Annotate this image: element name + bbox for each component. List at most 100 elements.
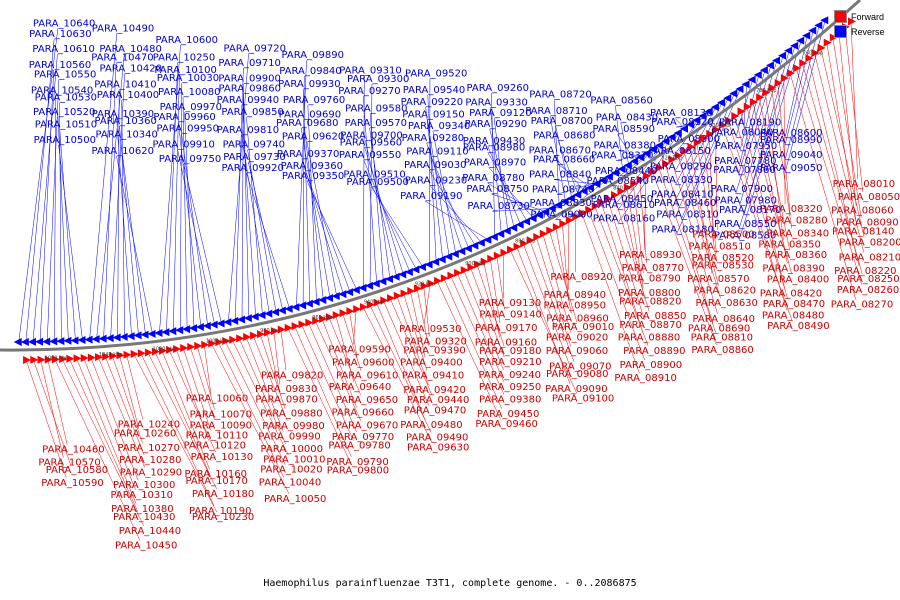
reverse-gene-label[interactable]: PARA_10610 xyxy=(32,44,94,55)
forward-gene-arrow[interactable] xyxy=(565,216,574,225)
reverse-gene-arrow[interactable] xyxy=(496,229,505,238)
forward-gene-label[interactable]: PARA_10190 xyxy=(189,506,251,517)
reverse-gene-label[interactable]: PARA_08600 xyxy=(760,128,822,139)
reverse-gene-arrow[interactable] xyxy=(338,290,347,299)
reverse-gene-label[interactable]: PARA_10360 xyxy=(94,116,156,127)
forward-gene-arrow[interactable] xyxy=(447,271,456,280)
reverse-gene-arrow[interactable] xyxy=(27,337,36,346)
reverse-gene-label[interactable]: PARA_09810 xyxy=(217,125,279,136)
forward-gene-label[interactable]: PARA_08220 xyxy=(834,266,896,277)
forward-gene-arrow[interactable] xyxy=(487,254,496,263)
forward-gene-label[interactable]: PARA_10580 xyxy=(46,465,108,476)
reverse-gene-arrow[interactable] xyxy=(70,336,79,345)
forward-gene-arrow[interactable] xyxy=(467,263,476,272)
forward-gene-label[interactable]: PARA_08140 xyxy=(832,226,894,237)
reverse-gene-label[interactable]: PARA_09360 xyxy=(281,161,343,172)
reverse-gene-arrow[interactable] xyxy=(470,241,479,250)
reverse-gene-arrow[interactable] xyxy=(630,157,639,166)
reverse-gene-label[interactable]: PARA_10500 xyxy=(34,135,96,146)
reverse-gene-label[interactable]: PARA_08330 xyxy=(650,175,712,186)
forward-gene-arrow[interactable] xyxy=(493,251,502,260)
forward-gene-label[interactable]: PARA_10310 xyxy=(111,490,173,501)
forward-gene-arrow[interactable] xyxy=(725,116,734,125)
reverse-gene-arrow[interactable] xyxy=(398,270,407,279)
forward-gene-label[interactable]: PARA_10260 xyxy=(114,429,176,440)
reverse-gene-arrow[interactable] xyxy=(623,161,632,170)
reverse-gene-arrow[interactable] xyxy=(765,61,774,70)
reverse-gene-arrow[interactable] xyxy=(680,124,689,133)
reverse-gene-arrow[interactable] xyxy=(182,325,191,334)
reverse-gene-label[interactable]: PARA_09000 xyxy=(530,210,592,221)
forward-gene-label[interactable]: PARA_08210 xyxy=(839,252,900,263)
reverse-gene-label[interactable]: PARA_08440 xyxy=(595,166,657,177)
forward-gene-label[interactable]: PARA_09490 xyxy=(406,432,468,443)
reverse-gene-arrow[interactable] xyxy=(404,267,413,276)
reverse-gene-arrow[interactable] xyxy=(437,255,446,264)
reverse-gene-label[interactable]: PARA_10540 xyxy=(31,85,93,96)
reverse-gene-label[interactable]: PARA_09260 xyxy=(467,83,529,94)
forward-gene-label[interactable]: PARA_10300 xyxy=(113,480,175,491)
reverse-gene-arrow[interactable] xyxy=(476,238,485,247)
forward-gene-arrow[interactable] xyxy=(817,43,826,52)
reverse-gene-label[interactable]: PARA_08370 xyxy=(591,151,653,162)
forward-gene-label[interactable]: PARA_08320 xyxy=(760,204,822,215)
reverse-gene-label[interactable]: PARA_09520 xyxy=(405,68,467,79)
forward-gene-label[interactable]: PARA_09380 xyxy=(479,394,541,405)
forward-gene-label[interactable]: PARA_08350 xyxy=(758,240,820,251)
forward-gene-arrow[interactable] xyxy=(109,351,118,360)
forward-gene-arrow[interactable] xyxy=(649,167,658,176)
reverse-gene-arrow[interactable] xyxy=(411,265,420,274)
forward-gene-arrow[interactable] xyxy=(440,274,449,283)
reverse-gene-arrow[interactable] xyxy=(617,165,626,174)
forward-gene-label[interactable]: PARA_08910 xyxy=(614,373,676,384)
forward-gene-label[interactable]: PARA_08810 xyxy=(691,332,753,343)
reverse-gene-label[interactable]: PARA_07900 xyxy=(711,184,773,195)
reverse-gene-label[interactable]: PARA_10560 xyxy=(29,60,91,71)
forward-gene-label[interactable]: PARA_10000 xyxy=(261,444,323,455)
reverse-gene-label[interactable]: PARA_08560 xyxy=(590,96,652,107)
reverse-gene-label[interactable]: PARA_08740 xyxy=(532,184,594,195)
forward-gene-arrow[interactable] xyxy=(578,209,587,218)
reverse-gene-arrow[interactable] xyxy=(98,334,107,343)
forward-gene-arrow[interactable] xyxy=(116,351,125,360)
forward-gene-label[interactable]: PARA_08200 xyxy=(839,237,900,248)
forward-gene-arrow[interactable] xyxy=(848,17,857,26)
reverse-gene-label[interactable]: PARA_09510 xyxy=(343,170,405,181)
reverse-gene-arrow[interactable] xyxy=(534,211,543,220)
forward-gene-label[interactable]: PARA_09470 xyxy=(404,405,466,416)
forward-gene-arrow[interactable] xyxy=(243,333,252,342)
forward-gene-label[interactable]: PARA_10040 xyxy=(259,477,321,488)
forward-gene-arrow[interactable] xyxy=(774,78,783,87)
forward-gene-arrow[interactable] xyxy=(400,289,409,298)
reverse-gene-arrow[interactable] xyxy=(371,279,380,288)
forward-gene-arrow[interactable] xyxy=(604,194,613,203)
reverse-gene-arrow[interactable] xyxy=(331,292,340,301)
reverse-gene-label[interactable]: PARA_09720 xyxy=(224,44,286,55)
forward-gene-arrow[interactable] xyxy=(617,187,626,196)
reverse-gene-label[interactable]: PARA_08590 xyxy=(593,124,655,135)
forward-gene-arrow[interactable] xyxy=(208,339,217,348)
forward-gene-arrow[interactable] xyxy=(73,354,82,363)
reverse-gene-arrow[interactable] xyxy=(547,204,556,213)
forward-gene-label[interactable]: PARA_09400 xyxy=(400,358,462,369)
forward-gene-arrow[interactable] xyxy=(552,223,561,232)
forward-gene-arrow[interactable] xyxy=(712,125,721,134)
reverse-gene-label[interactable]: PARA_09500 xyxy=(346,177,408,188)
forward-gene-label[interactable]: PARA_10230 xyxy=(192,512,254,523)
reverse-gene-label[interactable]: PARA_08840 xyxy=(529,170,591,181)
reverse-gene-label[interactable]: PARA_09300 xyxy=(347,74,409,85)
forward-gene-arrow[interactable] xyxy=(756,93,765,102)
reverse-gene-arrow[interactable] xyxy=(140,330,149,339)
reverse-gene-label[interactable]: PARA_09150 xyxy=(402,109,464,120)
reverse-gene-label[interactable]: PARA_09310 xyxy=(339,65,401,76)
reverse-gene-arrow[interactable] xyxy=(154,328,163,337)
forward-gene-arrow[interactable] xyxy=(298,320,307,329)
forward-gene-arrow[interactable] xyxy=(674,151,683,160)
forward-gene-arrow[interactable] xyxy=(366,300,375,309)
forward-gene-arrow[interactable] xyxy=(166,345,175,354)
forward-gene-label[interactable]: PARA_09210 xyxy=(479,357,541,368)
forward-gene-arrow[interactable] xyxy=(655,163,664,172)
reverse-gene-label[interactable]: PARA_08130 xyxy=(650,108,712,119)
reverse-gene-arrow[interactable] xyxy=(741,80,750,89)
reverse-gene-label[interactable]: PARA_10530 xyxy=(35,93,97,104)
